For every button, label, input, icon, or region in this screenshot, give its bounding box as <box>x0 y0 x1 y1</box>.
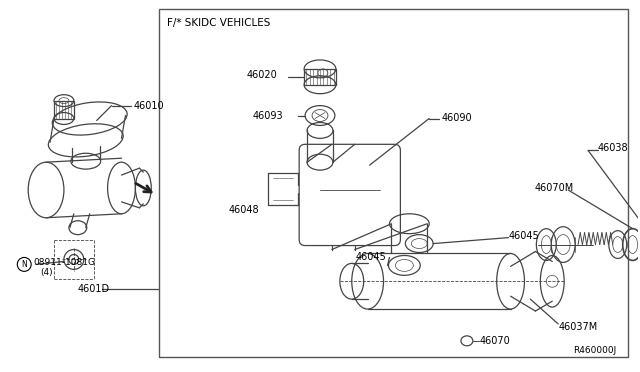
Bar <box>159 9 628 357</box>
Text: (4): (4) <box>40 268 52 277</box>
Text: 46038: 46038 <box>598 143 628 153</box>
Text: N: N <box>21 260 27 269</box>
Text: 46045: 46045 <box>509 231 540 241</box>
Text: 46010: 46010 <box>133 100 164 110</box>
Text: 08911-1081G: 08911-1081G <box>33 258 95 267</box>
Text: 46070M: 46070M <box>534 183 573 193</box>
Text: R460000J: R460000J <box>573 346 616 355</box>
Text: 46037M: 46037M <box>558 322 598 332</box>
Bar <box>54 101 74 119</box>
Text: 46020: 46020 <box>246 70 277 80</box>
Bar <box>304 69 336 85</box>
Text: 46045: 46045 <box>356 253 387 263</box>
Text: 46090: 46090 <box>441 112 472 122</box>
Text: 46070: 46070 <box>480 336 511 346</box>
Text: 46093: 46093 <box>253 110 283 121</box>
Text: 46048: 46048 <box>228 205 259 215</box>
Text: F/* SKIDC VEHICLES: F/* SKIDC VEHICLES <box>167 18 271 28</box>
Text: 4601D: 4601D <box>78 284 110 294</box>
